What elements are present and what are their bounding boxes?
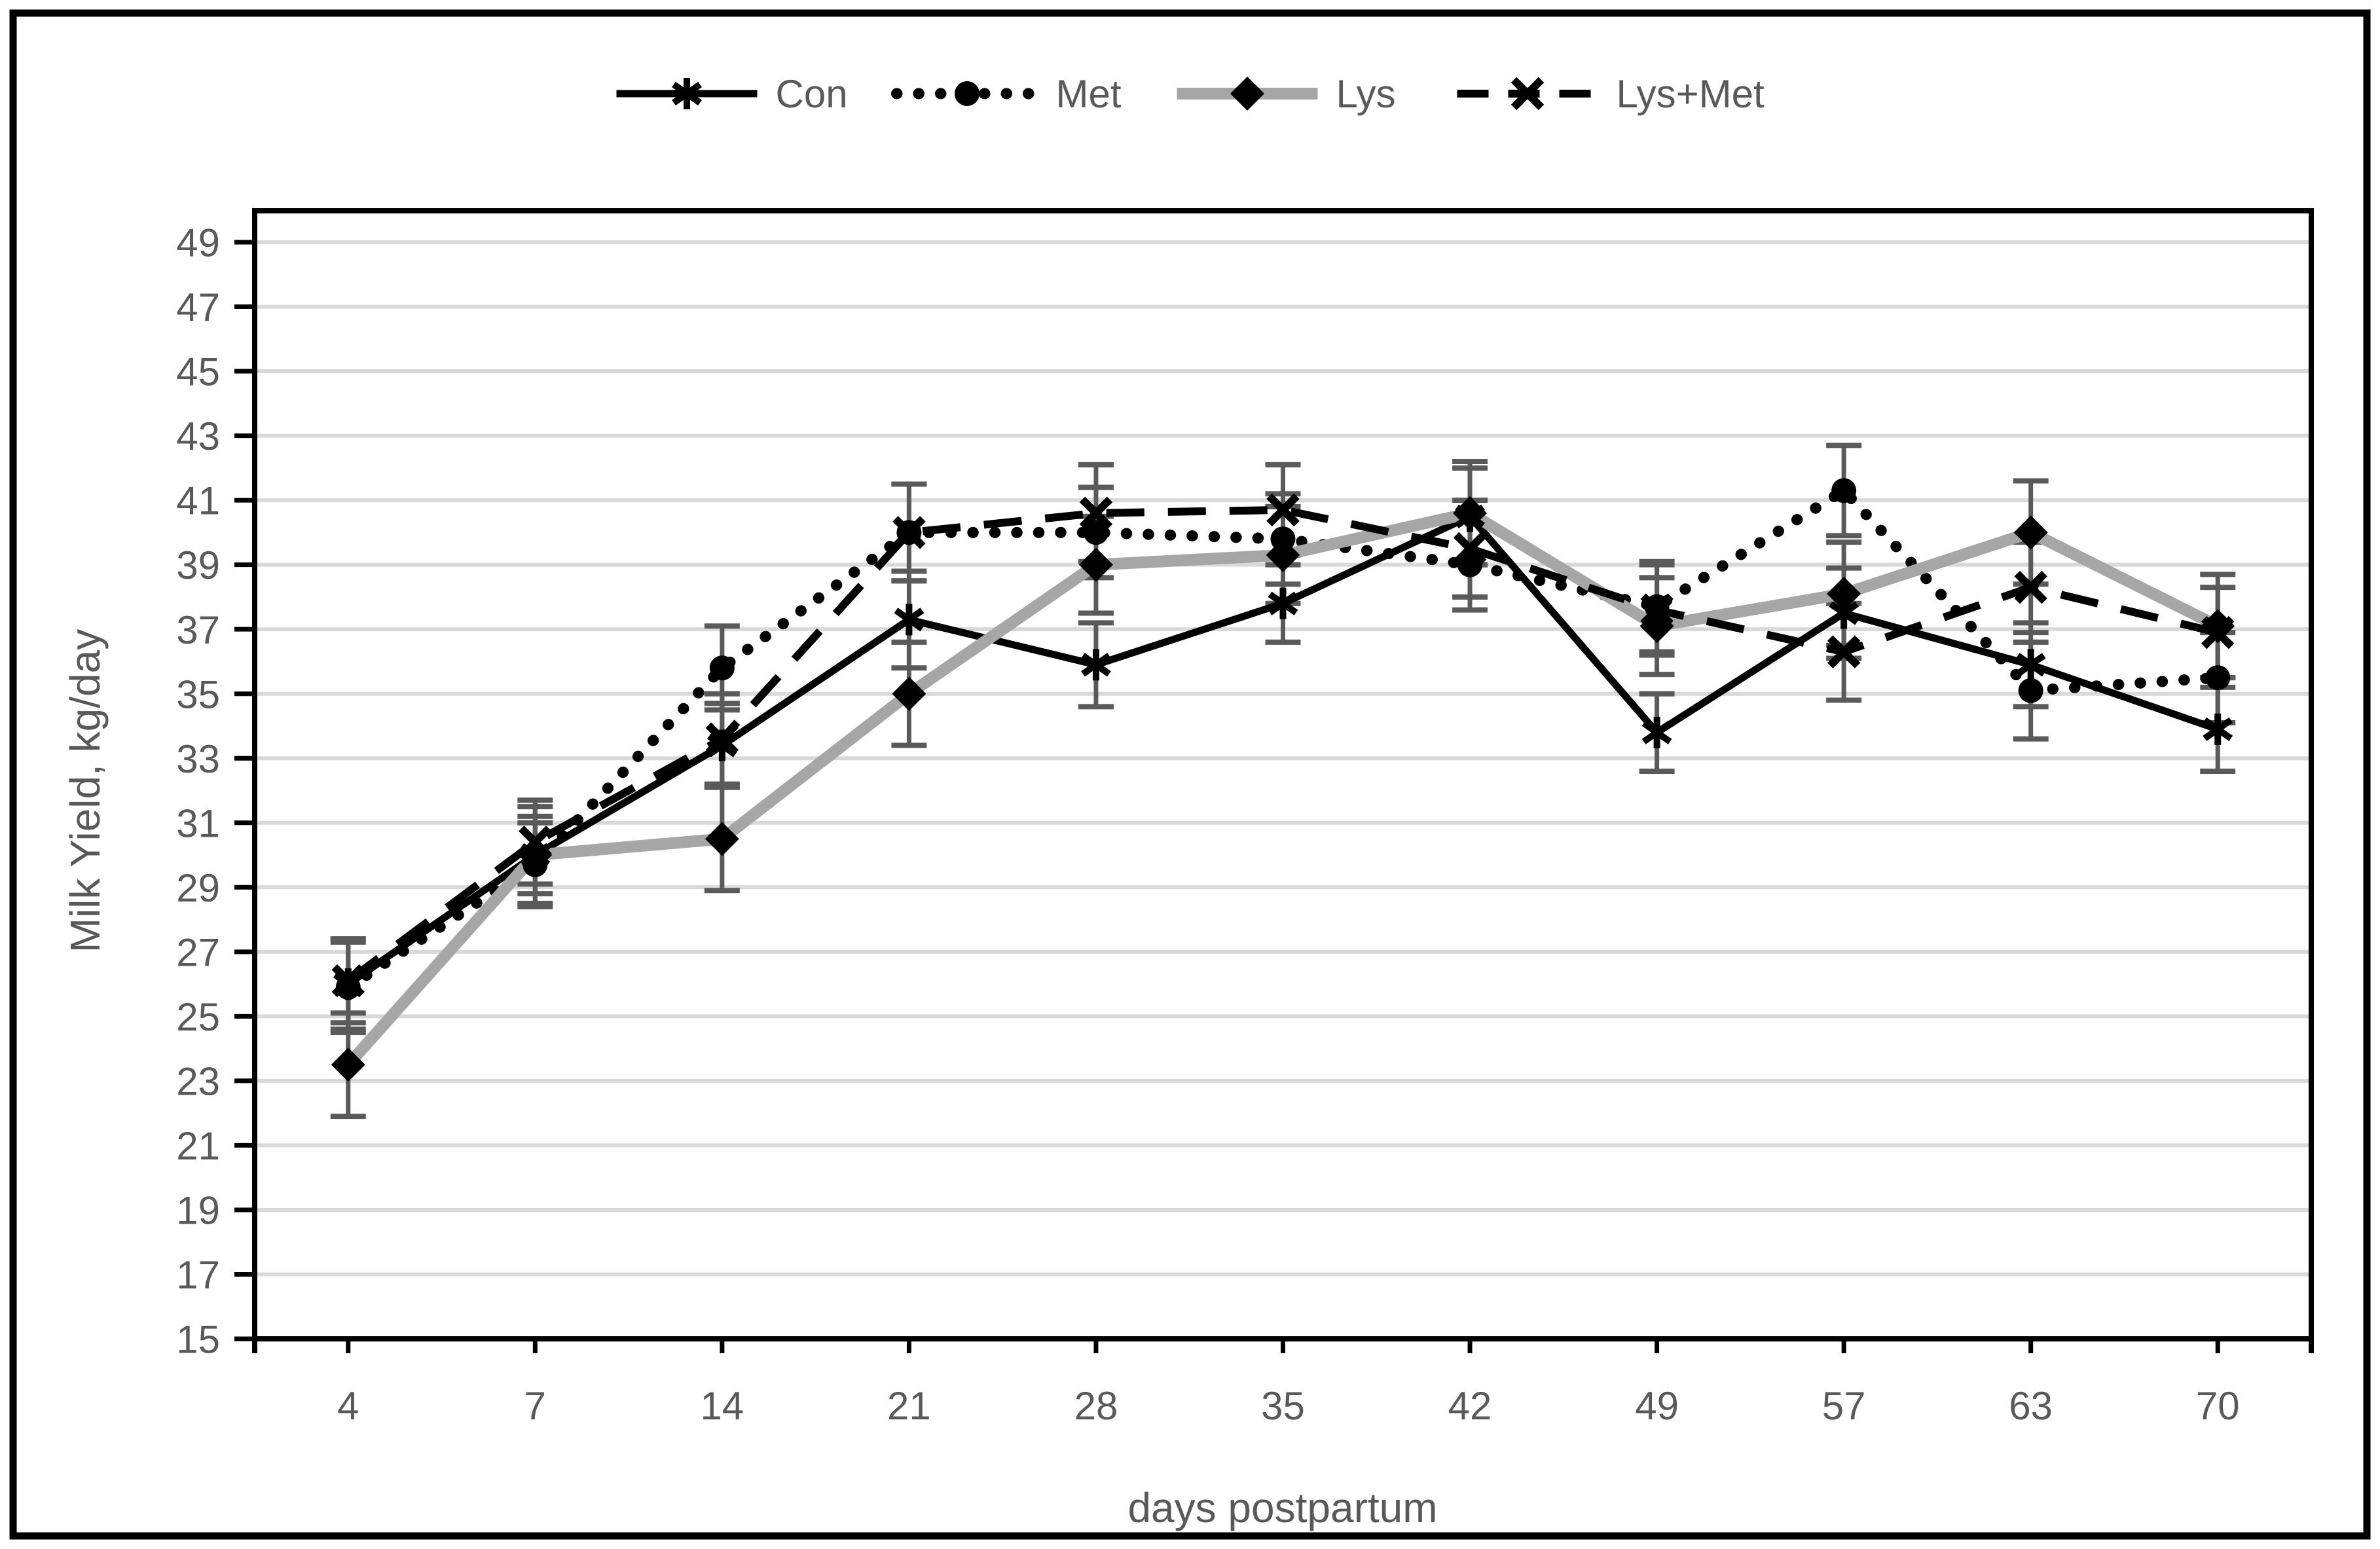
y-tick-label: 33	[176, 737, 220, 781]
marker-Lys+Met	[2014, 570, 2047, 604]
marker-Con	[2015, 649, 2046, 681]
y-tick-label: 17	[176, 1253, 220, 1297]
x-axis-title: days postpartum	[1127, 1484, 1437, 1531]
series-line-Lys+Met	[346, 505, 2219, 984]
legend-label: Con	[776, 72, 848, 116]
y-axis-title: Milk Yield, kg/day	[62, 629, 109, 953]
x-tick-label: 28	[1074, 1384, 1118, 1428]
legend-marker-Con	[672, 78, 702, 109]
y-tick-label: 39	[176, 543, 220, 587]
marker-Con	[1268, 587, 1298, 619]
legend-item-Con: Con	[616, 72, 848, 116]
figure-border	[9, 9, 2371, 1540]
y-tick-label: 27	[176, 930, 220, 974]
legend-item-Met: Met	[891, 72, 1122, 116]
marker-Met	[2018, 678, 2043, 703]
marker-Lys+Met	[1453, 532, 1487, 566]
y-tick-label: 15	[176, 1318, 220, 1362]
x-tick-label: 4	[337, 1384, 359, 1428]
x-tick-label: 63	[2009, 1384, 2053, 1428]
legend-marker-Lys	[1230, 77, 1264, 111]
x-tick-label: 35	[1261, 1384, 1305, 1428]
marker-Con	[894, 604, 925, 636]
x-tick-label: 42	[1448, 1384, 1492, 1428]
legend-item-Lys: Lys	[1177, 72, 1396, 116]
marker-Con	[2203, 713, 2233, 745]
marker-Lys+Met	[519, 826, 552, 859]
x-tick-label: 70	[2196, 1384, 2240, 1428]
y-tick-label: 21	[176, 1124, 220, 1168]
gridlines	[255, 240, 2311, 1277]
marker-Lys+Met	[892, 516, 926, 549]
legend-marker-Lys+Met	[1510, 77, 1545, 111]
marker-Met	[335, 975, 361, 1000]
legend-label: Met	[1056, 72, 1122, 116]
marker-Lys+Met	[1827, 635, 1861, 668]
marker-Lys+Met	[331, 964, 365, 998]
x-tick-label: 21	[887, 1384, 931, 1428]
marker-Lys	[331, 1048, 365, 1082]
marker-Lys	[1266, 538, 1300, 572]
y-tick-label: 23	[176, 1059, 220, 1103]
marker-Lys+Met	[2201, 615, 2235, 649]
y-tick-label: 37	[176, 608, 220, 652]
marker-Lys+Met	[705, 722, 739, 756]
legend-marker-Met	[955, 81, 979, 106]
y-tick-label: 43	[176, 414, 220, 458]
marker-Lys	[2201, 609, 2235, 644]
axes	[234, 208, 2314, 1353]
marker-Lys+Met	[1640, 593, 1674, 627]
y-tick-label: 29	[176, 866, 220, 910]
marker-Lys	[1078, 547, 1113, 582]
legend-label: Lys	[1336, 72, 1396, 116]
marker-Lys	[2013, 515, 2048, 550]
marker-Met	[1083, 520, 1108, 545]
marker-Lys+Met	[1266, 493, 1300, 527]
legend: Con Met Lys Lys+Met	[616, 72, 1765, 116]
marker-Con	[1641, 716, 1672, 748]
marker-Lys+Met	[1079, 496, 1113, 530]
marker-Lys	[892, 676, 926, 711]
x-tick-label: 7	[524, 1384, 546, 1428]
marker-Lys	[705, 822, 739, 856]
marker-Con	[1081, 649, 1111, 681]
marker-Lys	[1453, 496, 1488, 530]
marker-Met	[1831, 478, 1857, 503]
x-tick-label: 49	[1635, 1384, 1679, 1428]
legend-label: Lys+Met	[1617, 72, 1765, 116]
x-tick-label: 57	[1822, 1384, 1866, 1428]
plot-frame	[252, 208, 2314, 1341]
y-tick-label: 25	[176, 995, 220, 1039]
x-tick-label: 14	[700, 1384, 744, 1428]
y-tick-label: 19	[176, 1189, 220, 1233]
series-markers	[331, 478, 2235, 1082]
marker-Lys	[1827, 576, 1861, 611]
y-tick-label: 45	[176, 350, 220, 394]
legend-item-Lys+Met: Lys+Met	[1457, 72, 1765, 116]
y-tick-label: 47	[176, 285, 220, 329]
y-tick-label: 31	[176, 801, 220, 845]
y-tick-label: 41	[176, 479, 220, 523]
y-tick-label: 49	[176, 221, 220, 265]
marker-Met	[2205, 665, 2231, 691]
y-tick-label: 35	[176, 672, 220, 716]
marker-Met	[709, 655, 735, 681]
